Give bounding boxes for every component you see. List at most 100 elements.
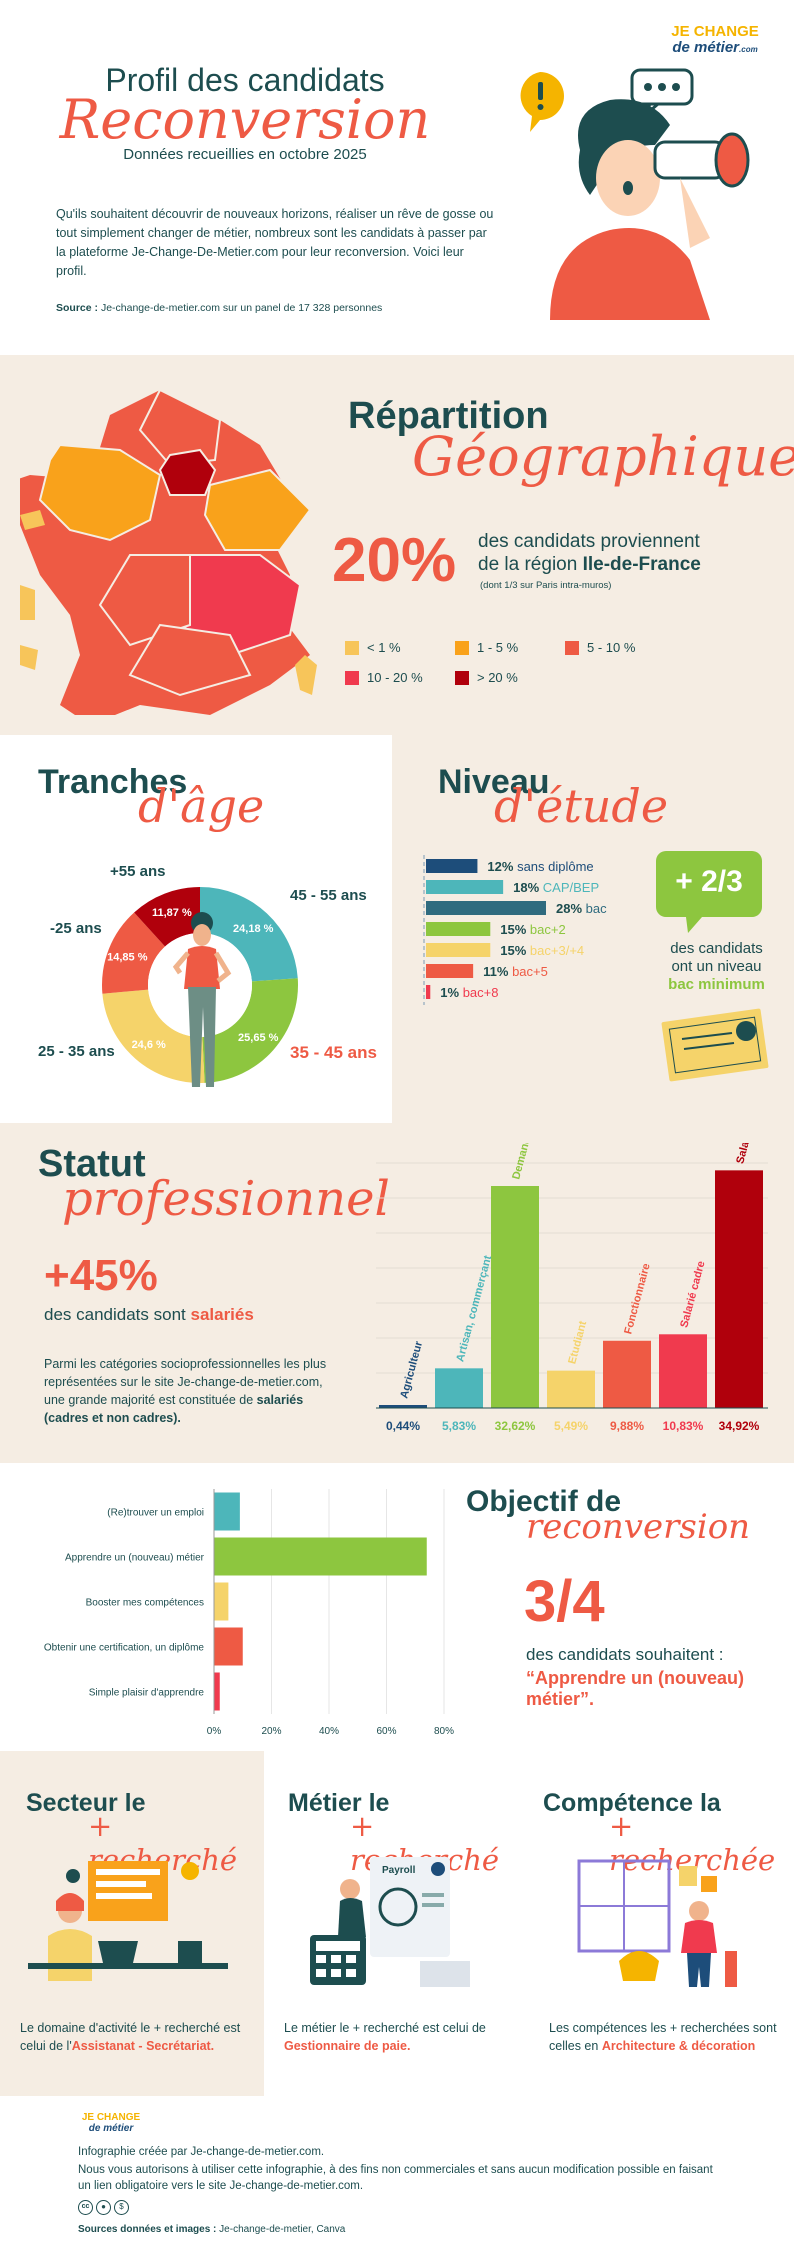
geo-title: Répartition	[348, 395, 549, 437]
exclamation-bubble-icon	[520, 72, 564, 132]
card-competence-title: Compétence la	[543, 1789, 721, 1817]
card-competence: Compétence la + recherchée Les compétenc…	[529, 1751, 794, 2096]
geo-line2: de la région Ile-de-France	[478, 554, 701, 575]
source-label: Source :	[56, 302, 99, 314]
age-panel: Tranches d'âge 24,18 % 25,65 % 24,6 % 14,85…	[0, 735, 392, 1123]
statut-value-label: 9,88%	[610, 1419, 644, 1433]
edu-bar	[426, 880, 504, 894]
source-line: Source : Je-change-de-metier.com sur un …	[56, 302, 496, 314]
statut-value-label: 5,49%	[554, 1419, 588, 1433]
legend-swatch	[455, 670, 469, 685]
geo-big-percent: 20%	[332, 526, 457, 595]
statut-bar	[603, 1340, 651, 1408]
x-tick-label: 40%	[319, 1726, 339, 1737]
edu-bar	[426, 901, 546, 915]
statut-category-label: Salarié cadre	[678, 1260, 707, 1329]
objectif-title-script: reconversion	[526, 1507, 751, 1547]
edu-bar-label: 15% bac+2	[500, 922, 565, 937]
objectif-line1: des candidats souhaitent :	[526, 1645, 724, 1664]
france-map	[20, 388, 317, 715]
donut-slice	[134, 887, 200, 947]
woman-binoculars-illustration	[520, 68, 750, 320]
statut-bar	[491, 1186, 539, 1408]
edu-bar-label: 12% sans diplôme	[487, 859, 593, 874]
geo-line1: des candidats proviennent	[478, 531, 700, 552]
legend-item: < 1 %	[345, 640, 401, 655]
edu-bar	[426, 985, 431, 999]
age-label-under-25: -25 ans	[50, 920, 102, 937]
brand-logo-line2: de métier.com	[672, 39, 758, 56]
donut-value-label: 24,6 %	[132, 1039, 166, 1051]
donut-value-label: 25,65 %	[238, 1032, 279, 1044]
age-label-over-55: +55 ans	[110, 863, 166, 880]
legend-swatch	[565, 640, 579, 655]
age-edu-section: Tranches d'âge 24,18 % 25,65 % 24,6 % 14,85…	[0, 735, 794, 1123]
speech-bubble-shape	[656, 851, 762, 933]
statut-bar	[547, 1370, 595, 1408]
statut-category-label: Demandeur d'emploi	[510, 1143, 550, 1181]
edu-bar-label: 15% bac+3/+4	[500, 943, 584, 958]
objectif-category-label: Simple plaisir d'apprendre	[89, 1688, 205, 1699]
legend-item: 1 - 5 %	[455, 640, 518, 655]
statut-bar	[715, 1170, 763, 1408]
objectif-bar	[214, 1582, 229, 1621]
geo-legend: < 1 % 1 - 5 % 5 - 10 % 10 - 20 % > 20 %	[345, 640, 765, 700]
subtitle: Données recueillies en octobre 2025	[123, 146, 367, 163]
statut-line: des candidats sont salariés	[44, 1305, 254, 1324]
objectif-category-label: Obtenir une certification, un diplôme	[44, 1643, 205, 1654]
source-text: Je-change-de-metier.com sur un panel de …	[100, 302, 383, 314]
brand-logo[interactable]: JE CHANGE de métier.com	[660, 24, 770, 58]
statut-big-percent: +45%	[44, 1251, 158, 1300]
statut-category-label: Salarié	[734, 1143, 755, 1165]
statut-title-script: professionnel	[62, 1171, 390, 1227]
woman-standing-illustration	[172, 912, 232, 1087]
edu-big-fraction: + 2/3	[675, 865, 743, 898]
donut-slice	[200, 887, 298, 982]
objectif-bar	[214, 1672, 220, 1711]
edu-bar	[426, 943, 491, 957]
cards-section: Secteur le + recherché Le domaine d'acti…	[0, 1751, 794, 2096]
statut-value-label: 10,83%	[663, 1419, 704, 1433]
architect-illustration	[577, 1859, 737, 1987]
objectif-bar	[214, 1627, 243, 1666]
edu-bar	[426, 859, 478, 873]
footer-sources: Sources données et images : Je-change-de…	[78, 2224, 346, 2235]
footer-logo[interactable]: JE CHANGE de métier	[81, 2112, 141, 2134]
objectif-bar	[214, 1492, 240, 1531]
geo-title-script: Géographique	[412, 425, 794, 488]
edu-bar	[426, 922, 491, 936]
x-tick-label: 80%	[434, 1726, 454, 1737]
geo-section: Répartition Géographique 20% des candida…	[0, 355, 794, 735]
age-title-script: d'âge	[138, 779, 265, 833]
objectif-big: 3/4	[524, 1569, 605, 1634]
card-metier: Métier le + recherché Payroll Le métier …	[264, 1751, 529, 2096]
legend-label: 1 - 5 %	[477, 640, 519, 655]
objectif-section: 0% 20% 40% 60% 80% (Re)trouver un emploi Appre…	[0, 1463, 794, 1751]
card-metier-title: Métier le	[288, 1789, 390, 1817]
legend-label: < 1 %	[367, 640, 401, 655]
education-bar-chart: 12% sans diplôme 18% CAP/BEP 28% bac 15% ba…	[423, 855, 607, 1005]
payroll-label: Payroll	[382, 1865, 416, 1876]
statut-value-label: 34,92%	[719, 1419, 760, 1433]
donut-slice	[102, 912, 166, 994]
legend-item: 10 - 20 %	[345, 670, 423, 685]
edu-bar-label: 1% bac+8	[440, 985, 498, 1000]
office-assistant-illustration	[28, 1861, 228, 1981]
statut-section: Statut professionnel +45% des candidats …	[0, 1123, 794, 1463]
card-secteur-text: Le domaine d'activité le + recherché est…	[20, 2021, 241, 2053]
edu-panel: Niveau d'étude 12% sans diplôme 18% CAP/B…	[392, 735, 794, 1123]
donut-slice	[102, 989, 205, 1083]
edu-bar-label: 28% bac	[556, 901, 607, 916]
edu-bar-label: 18% CAP/BEP	[513, 880, 599, 895]
age-label-45-55: 45 - 55 ans	[290, 887, 367, 904]
footer-line2: Nous vous autorisons à utiliser cette in…	[78, 2164, 713, 2192]
objectif-title: Objectif de	[466, 1485, 622, 1518]
edu-title: Niveau	[438, 763, 550, 801]
statut-category-label: Agriculteur	[398, 1339, 425, 1399]
statut-title: Statut	[38, 1143, 146, 1185]
statut-bar	[435, 1368, 483, 1408]
legend-swatch	[345, 640, 359, 655]
header-section: Profil des candidats Reconversion Donnée…	[0, 0, 794, 338]
legend-swatch	[455, 640, 469, 655]
statut-value-label: 0,44%	[386, 1419, 420, 1433]
